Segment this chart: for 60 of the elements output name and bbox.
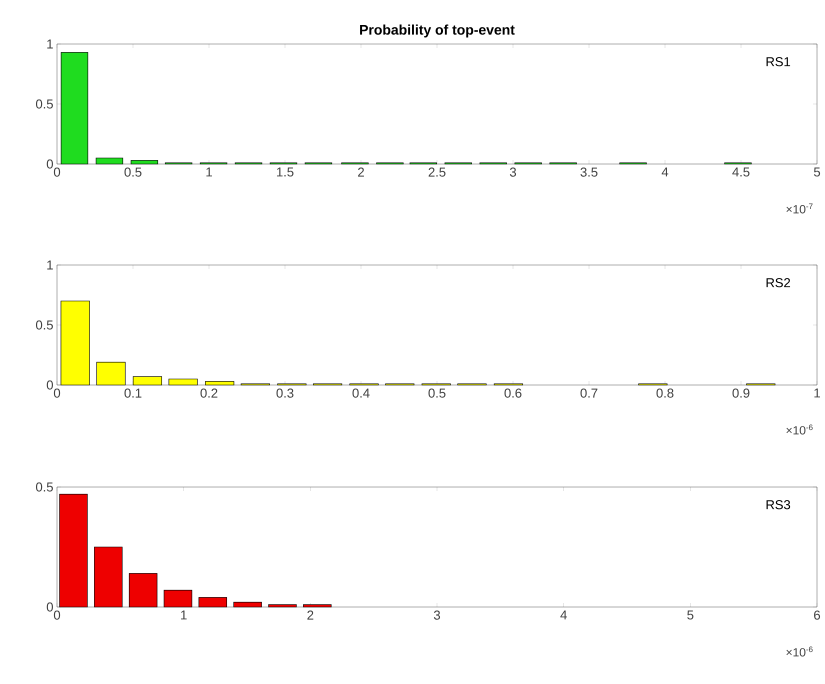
chart-title: Probability of top-event [360, 24, 515, 38]
x-tick-label: 1 [814, 388, 820, 398]
x-tick-label: 1 [206, 168, 212, 176]
x-tick-label: 1 [181, 610, 187, 620]
text: ×10$^{-7}$ [786, 204, 813, 214]
x-tick-label: 5 [814, 168, 820, 177]
x-tick-label: 3.5 [580, 168, 598, 177]
x-tick-label: 0.7 [580, 388, 598, 398]
bar [303, 604, 332, 608]
x-tick-label: 0.1 [124, 388, 142, 398]
x-tick-label: 2 [358, 168, 364, 177]
x-tick-label: 6 [814, 610, 820, 620]
x-tick-label: 1.5 [276, 168, 294, 177]
bar [164, 590, 192, 608]
bar [59, 494, 88, 608]
text: ×10$^{-6}$ [786, 646, 813, 657]
bar [233, 602, 262, 608]
bar [168, 378, 198, 386]
y-tick-label: 1 [47, 40, 53, 48]
x-tick-label: 4.5 [732, 168, 750, 177]
x-tick-label: 0 [54, 388, 60, 398]
x-tick-label: 4 [560, 610, 567, 620]
bar [60, 52, 88, 164]
bar [60, 300, 90, 386]
bar [205, 381, 234, 386]
y-tick-label: 0 [46, 159, 53, 169]
bar [94, 546, 123, 608]
x-tick-label: 4 [662, 168, 668, 176]
x-tick-label: 3 [434, 610, 440, 620]
x-tick-label: 0 [54, 610, 60, 620]
x-tick-label: 2.5 [428, 168, 446, 177]
x-tick-label: 0.5 [428, 388, 446, 398]
x-tick-label: 3 [510, 168, 516, 177]
bar [96, 158, 124, 164]
x-tick-label: 0.2 [200, 388, 218, 398]
x-tick-label: 0.8 [656, 388, 674, 398]
text: ×10$^{-6}$ [786, 424, 813, 435]
y-tick-label: 0 [46, 380, 53, 390]
bar [268, 604, 297, 608]
annotation: RS2 [766, 278, 790, 288]
x-tick-label: 0.5 [124, 168, 142, 177]
x-tick-label: 0.3 [276, 388, 294, 398]
x-tick-label: 0.4 [352, 388, 370, 398]
annotation: RS1 [766, 57, 790, 66]
bar [96, 362, 126, 386]
y-tick-label: 0.5 [36, 99, 53, 109]
x-tick-label: 0 [54, 168, 60, 177]
x-tick-label: 0.9 [732, 388, 750, 398]
bar [132, 376, 162, 386]
x-tick-label: 2 [307, 610, 314, 620]
bar [128, 573, 158, 608]
y-tick-label: 1 [47, 260, 53, 270]
annotation: RS3 [766, 500, 790, 510]
x-tick-label: 5 [687, 610, 694, 620]
x-tick-label: 0.6 [504, 388, 522, 398]
y-tick-label: 0.5 [36, 482, 53, 492]
bar [198, 597, 228, 608]
y-tick-label: 0.5 [36, 320, 53, 330]
bar [130, 160, 158, 164]
y-tick-label: 0 [46, 602, 53, 612]
